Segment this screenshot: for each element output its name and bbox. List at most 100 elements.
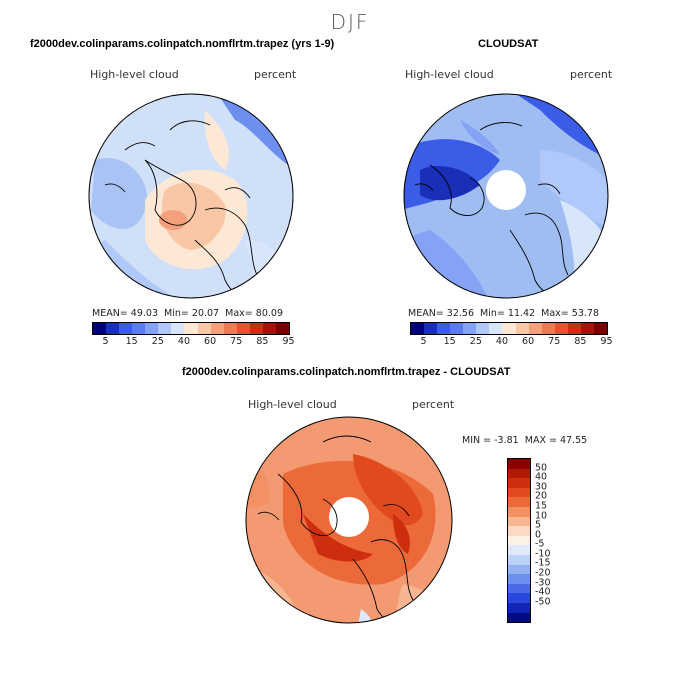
diff-units-label: percent (412, 398, 455, 411)
colorbar-swatch (476, 323, 490, 334)
colorbar-swatch (236, 323, 250, 334)
obs-stats: MEAN= 32.56 Min= 11.42 Max= 53.78 (408, 308, 599, 319)
colorbar-tick-label: 95 (600, 336, 613, 347)
colorbar-swatch (158, 323, 172, 334)
model-colorbar-ticks: 5 15 25 40 60 75 85 95 (92, 336, 295, 348)
colorbar-swatch (197, 323, 211, 334)
colorbar-swatch (508, 487, 530, 498)
colorbar-tick-label: 40 (177, 336, 190, 347)
colorbar-swatch (508, 468, 530, 479)
colorbar-swatch (508, 583, 530, 594)
colorbar-swatch (515, 323, 529, 334)
diff-colorbar-ticks: 50 40 30 20 15 10 5 0 -5 -10 -15 -20 -30 -40 -50 (535, 458, 575, 621)
diff-polar-map (245, 416, 453, 624)
colorbar-swatch (489, 323, 503, 334)
colorbar-tick-label: 40 (495, 336, 508, 347)
colorbar-tick-label: 10 (535, 510, 548, 522)
colorbar-swatch (508, 526, 530, 536)
colorbar-tick-label: 15 (535, 500, 548, 512)
colorbar-swatch (411, 323, 425, 334)
colorbar-swatch (508, 612, 530, 623)
obs-colorbar (410, 322, 608, 335)
colorbar-tick-label: 50 (535, 462, 548, 474)
model-min-value: 20.07 (191, 308, 220, 319)
obs-variable-label: High-level cloud (405, 68, 494, 81)
colorbar-tick-label: 15 (443, 336, 456, 347)
obs-mean-value: 32.56 (446, 308, 474, 319)
diff-max-value: 47.55 (559, 435, 588, 446)
season-title: DJF (330, 10, 370, 34)
colorbar-tick-label: 75 (230, 336, 243, 347)
colorbar-tick-label: -10 (535, 548, 551, 560)
colorbar-tick-label: 20 (535, 490, 548, 502)
obs-max-value: 53.78 (571, 308, 599, 319)
colorbar-tick-label: -5 (535, 538, 545, 550)
model-units-label: percent (254, 68, 297, 81)
colorbar-swatch (437, 323, 451, 334)
obs-polar-map (403, 93, 609, 299)
colorbar-tick-label: 5 (535, 519, 542, 531)
colorbar-tick-label: 60 (522, 336, 535, 347)
colorbar-swatch (508, 593, 530, 603)
colorbar-tick-label: -20 (535, 567, 551, 579)
colorbar-swatch (210, 323, 224, 334)
colorbar-swatch (508, 506, 530, 517)
colorbar-swatch (249, 323, 263, 334)
colorbar-swatch (508, 602, 530, 613)
colorbar-swatch (93, 323, 107, 334)
colorbar-swatch (508, 459, 530, 469)
colorbar-swatch (223, 323, 237, 334)
colorbar-tick-label: -15 (535, 557, 551, 569)
diff-colorbar (507, 458, 531, 623)
colorbar-swatch (508, 516, 530, 527)
obs-min-value: 11.42 (507, 308, 536, 319)
colorbar-swatch (508, 478, 530, 488)
colorbar-tick-label: -50 (535, 596, 551, 608)
colorbar-tick-label: 40 (535, 471, 548, 483)
colorbar-swatch (508, 535, 530, 546)
colorbar-swatch (528, 323, 542, 334)
colorbar-swatch (580, 323, 594, 334)
model-mean-value: 49.03 (130, 308, 158, 319)
obs-panel-title: CLOUDSAT (478, 38, 539, 50)
obs-units-label: percent (570, 68, 613, 81)
colorbar-swatch (119, 323, 133, 334)
model-panel-title: f2000dev.colinparams.colinpatch.nomflrtm… (30, 38, 335, 50)
colorbar-swatch (450, 323, 464, 334)
colorbar-tick-label: 25 (469, 336, 482, 347)
colorbar-tick-label: 30 (535, 481, 548, 493)
colorbar-swatch (106, 323, 120, 334)
colorbar-swatch (275, 323, 289, 334)
colorbar-tick-label: 0 (535, 529, 542, 541)
colorbar-swatch (262, 323, 276, 334)
colorbar-tick-label: 5 (420, 336, 427, 347)
colorbar-swatch (508, 545, 530, 555)
colorbar-tick-label: 60 (204, 336, 217, 347)
colorbar-swatch (171, 323, 185, 334)
colorbar-swatch (508, 574, 530, 584)
model-variable-label: High-level cloud (90, 68, 179, 81)
colorbar-swatch (184, 323, 198, 334)
colorbar-swatch (132, 323, 146, 334)
model-polar-map (88, 93, 294, 299)
colorbar-tick-label: -30 (535, 577, 551, 589)
colorbar-swatch (502, 323, 516, 334)
diff-panel-title: f2000dev.colinparams.colinpatch.nomflrtm… (182, 366, 511, 378)
colorbar-swatch (463, 323, 477, 334)
model-colorbar (92, 322, 290, 335)
colorbar-swatch (541, 323, 555, 334)
colorbar-tick-label: 15 (125, 336, 138, 347)
colorbar-swatch (554, 323, 568, 334)
colorbar-swatch (508, 554, 530, 565)
colorbar-tick-label: 25 (151, 336, 164, 347)
diff-minmax: MIN = -3.81 MAX = 47.55 (462, 435, 588, 446)
colorbar-tick-label: 85 (256, 336, 269, 347)
colorbar-swatch (145, 323, 159, 334)
model-max-value: 80.09 (255, 308, 283, 319)
diff-variable-label: High-level cloud (248, 398, 337, 411)
colorbar-swatch (593, 323, 607, 334)
colorbar-tick-label: 85 (574, 336, 587, 347)
colorbar-tick-label: 95 (282, 336, 295, 347)
colorbar-tick-label: 5 (102, 336, 109, 347)
colorbar-swatch (424, 323, 438, 334)
